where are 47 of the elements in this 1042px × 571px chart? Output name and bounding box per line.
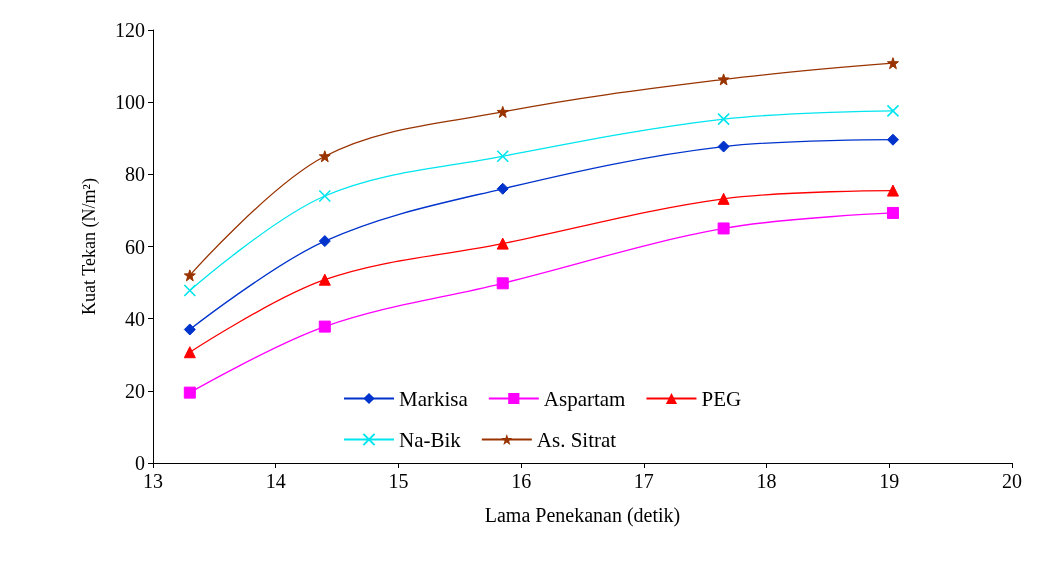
point: [886, 104, 900, 118]
point: [717, 73, 730, 86]
point: [318, 273, 331, 286]
point: [717, 222, 730, 235]
point: [886, 184, 899, 197]
x-tick-label: 17: [633, 470, 654, 492]
y-axis-title: Kuat Tekan (N/m²): [79, 178, 100, 315]
point: [318, 150, 331, 163]
point: [183, 284, 197, 297]
y-tick-label: 60: [125, 235, 145, 258]
x-tick-label: 15: [388, 470, 409, 492]
x-tick-label: 18: [756, 470, 777, 492]
x-tick-label: 20: [1002, 470, 1022, 492]
point: [496, 277, 509, 290]
legend-label: Markisa: [399, 386, 469, 411]
y-tick-label: 120: [115, 19, 145, 41]
y-tick-label: 80: [125, 163, 145, 186]
y-tick-label: 20: [125, 379, 145, 402]
x-axis-title: Lama Penekanan (detik): [484, 504, 681, 527]
y-tick-label: 0: [135, 452, 145, 474]
legend-label: As. Sitrat: [536, 427, 617, 452]
point: [886, 206, 899, 219]
point: [183, 346, 196, 359]
y-tick-label: 100: [115, 91, 145, 114]
x-tick-label: 19: [879, 470, 900, 492]
point: [717, 140, 730, 153]
point: [496, 237, 509, 250]
x-tick-label: 13: [143, 470, 163, 492]
point: [717, 112, 730, 126]
point: [886, 57, 899, 70]
point: [183, 386, 196, 399]
point: [496, 105, 509, 118]
point: [318, 235, 331, 248]
point: [318, 320, 331, 333]
point: [717, 192, 730, 205]
point: [496, 182, 509, 195]
point: [318, 189, 332, 203]
legend-label: Na-Bik: [399, 427, 462, 452]
y-tick-label: 40: [125, 307, 145, 330]
point: [496, 149, 510, 163]
point: [183, 269, 196, 282]
point: [183, 323, 196, 336]
legend-label: Aspartam: [543, 386, 626, 411]
point: [886, 133, 899, 146]
legend-label: PEG: [701, 386, 742, 411]
x-tick-label: 16: [511, 470, 532, 492]
x-tick-label: 14: [265, 470, 286, 492]
